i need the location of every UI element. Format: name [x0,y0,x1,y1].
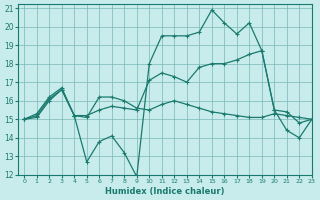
X-axis label: Humidex (Indice chaleur): Humidex (Indice chaleur) [105,187,225,196]
